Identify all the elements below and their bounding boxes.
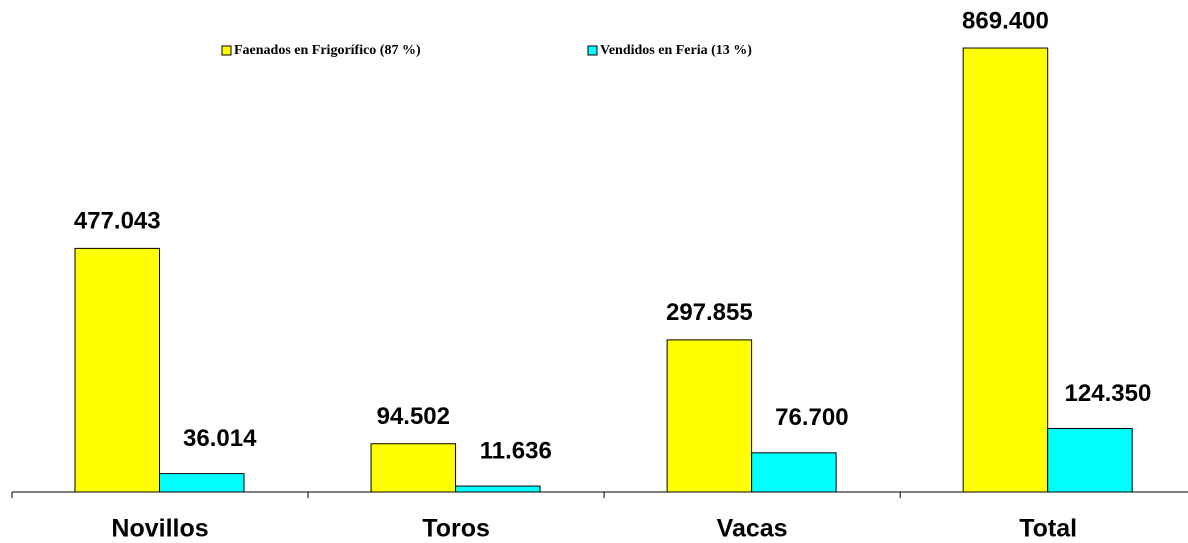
data-label: 124.350 xyxy=(1065,380,1152,407)
bar xyxy=(74,247,160,493)
data-label: 477.043 xyxy=(74,208,161,235)
legend-label: Faenados en Frigorífico (87 %) xyxy=(234,43,421,58)
x-tick-label: Vacas xyxy=(717,515,788,543)
x-tick-label: Toros xyxy=(422,515,490,543)
data-label: 297.855 xyxy=(666,299,753,326)
x-tick-label: Novillos xyxy=(111,515,208,543)
data-label: 36.014 xyxy=(183,425,257,452)
legend-swatch xyxy=(221,45,232,56)
legend-label: Vendidos en Feria (13 %) xyxy=(600,43,752,58)
bar xyxy=(1047,427,1133,493)
bar xyxy=(666,339,753,493)
x-tick-label: Total xyxy=(1019,515,1077,543)
data-label: 869.400 xyxy=(962,7,1049,34)
data-label: 11.636 xyxy=(480,437,552,464)
bar xyxy=(962,47,1049,493)
bar xyxy=(455,485,541,493)
bar xyxy=(751,452,837,493)
bar xyxy=(159,473,245,493)
bar xyxy=(370,443,457,493)
data-label: 94.502 xyxy=(377,403,450,430)
data-label: 76.700 xyxy=(775,404,848,431)
legend-swatch xyxy=(587,45,598,56)
